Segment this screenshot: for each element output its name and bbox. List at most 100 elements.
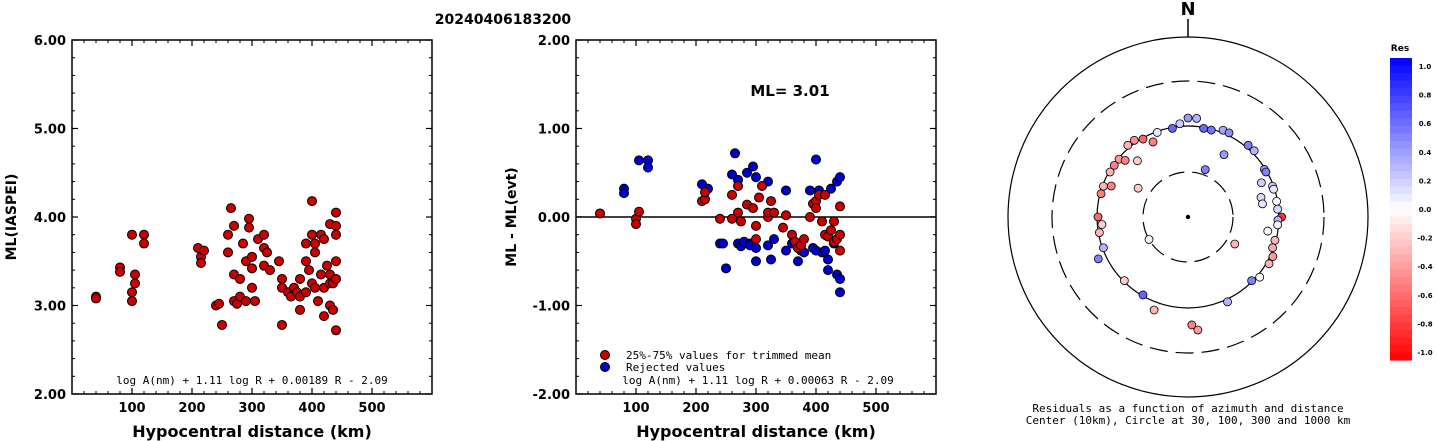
y-tick-label: 5.00 (34, 123, 66, 138)
station-residual-point (1199, 123, 1209, 133)
y-axis-label: ML(IASPEI) (4, 174, 20, 261)
caption-line2: Center (10km), Circle at 30, 100, 300 an… (1026, 414, 1351, 427)
data-point (196, 258, 206, 269)
data-point (139, 229, 149, 240)
colorbar-swatch (1390, 246, 1412, 255)
colorbar-swatch (1390, 80, 1412, 89)
azimuth-residual-panel: N Residuals as a function of azimuth and… (1007, 0, 1433, 427)
colorbar-swatch (1390, 178, 1412, 187)
accepted-point (811, 203, 821, 214)
station-residual-point (1223, 297, 1232, 307)
data-point (226, 203, 236, 214)
colorbar-swatch (1390, 307, 1412, 316)
colorbar-tick-label: 0.6 (1419, 120, 1432, 128)
accepted-point (634, 206, 644, 217)
station-residual-point (1261, 167, 1271, 177)
data-point (139, 238, 149, 249)
legend-rejected-label: Rejected values (626, 361, 725, 374)
colorbar-swatch (1390, 133, 1412, 142)
accepted-point (751, 234, 761, 245)
colorbar-swatch (1390, 292, 1412, 301)
x-tick-label: 500 (358, 401, 385, 416)
colorbar-swatch (1390, 344, 1412, 354)
rejected-point (730, 148, 740, 159)
x-tick-label: 100 (118, 401, 145, 416)
data-point (307, 229, 317, 240)
data-point (304, 265, 314, 276)
colorbar-swatch (1390, 337, 1412, 346)
y-tick-label: 0.00 (538, 211, 570, 226)
rejected-point (643, 162, 653, 173)
colorbar-swatch (1390, 209, 1412, 218)
station-residual-point (1187, 320, 1197, 330)
accepted-point (826, 225, 836, 236)
legend-accepted-marker (600, 350, 610, 360)
data-point (244, 213, 254, 224)
data-point (277, 273, 287, 284)
colorbar-tick-label: -0.6 (1417, 292, 1432, 300)
colorbar-swatch (1390, 73, 1412, 82)
accepted-point (778, 222, 788, 233)
data-point (310, 238, 320, 249)
y-tick-label: -2.00 (533, 388, 570, 403)
colorbar-swatch (1390, 231, 1412, 240)
rejected-point (619, 188, 629, 199)
colorbar-swatch (1390, 171, 1412, 180)
accepted-point (631, 219, 641, 230)
station-residual-point (1123, 140, 1133, 150)
colorbar-tick-label: -1.0 (1417, 349, 1432, 357)
data-point (229, 220, 239, 231)
station-residual-point (1268, 252, 1278, 261)
colorbar-title: Res (1391, 44, 1409, 54)
colorbar-swatch (1390, 329, 1412, 338)
rejected-point (820, 245, 830, 256)
accepted-point (736, 216, 746, 227)
data-point (319, 311, 329, 322)
accepted-point (748, 203, 758, 214)
y-tick-label: 3.00 (34, 300, 66, 315)
accepted-point (727, 189, 737, 200)
station-residual-point (1109, 160, 1119, 170)
station-residual-point (1138, 290, 1148, 300)
data-point (316, 269, 326, 280)
station-residual-point (1183, 113, 1193, 123)
data-point (322, 260, 332, 271)
accepted-point (751, 220, 761, 231)
station-residual-point (1243, 140, 1253, 150)
data-point (214, 298, 224, 309)
data-point (238, 238, 248, 249)
accepted-point (817, 216, 827, 227)
x-axis-label: Hypocentral distance (km) (132, 422, 372, 441)
legend-accepted-label: 25%-75% values for trimmed mean (626, 349, 831, 362)
station-residual-point (1247, 276, 1257, 286)
data-point (328, 304, 338, 315)
colorbar-swatch (1390, 284, 1412, 293)
rejected-point (805, 185, 815, 196)
accepted-point (700, 187, 710, 198)
accepted-point (835, 229, 845, 240)
station-residual-point (1097, 220, 1107, 229)
x-tick-label: 300 (742, 401, 769, 416)
data-point (310, 247, 320, 258)
accepted-point (766, 196, 776, 207)
data-point (301, 256, 311, 267)
accepted-point (781, 210, 791, 221)
colorbar-swatch (1390, 110, 1412, 119)
colorbar-swatch (1390, 88, 1412, 97)
colorbar-tick-label: 1.0 (1419, 63, 1432, 71)
x-tick-label: 500 (862, 401, 889, 416)
station-residual-point (1167, 123, 1177, 133)
colorbar-swatch (1390, 299, 1412, 308)
formula-label: log A(nm) + 1.11 log R + 0.00189 R - 2.0… (116, 374, 388, 387)
station-residual-point (1093, 212, 1103, 222)
colorbar-swatch (1390, 125, 1412, 135)
rejected-point (721, 263, 731, 274)
data-point (199, 245, 209, 256)
x-tick-label: 200 (682, 401, 709, 416)
accepted-point (799, 234, 809, 245)
data-point (247, 251, 257, 262)
rejected-point (826, 183, 836, 194)
data-point (295, 273, 305, 284)
accepted-point (715, 213, 725, 224)
data-point (301, 238, 311, 249)
